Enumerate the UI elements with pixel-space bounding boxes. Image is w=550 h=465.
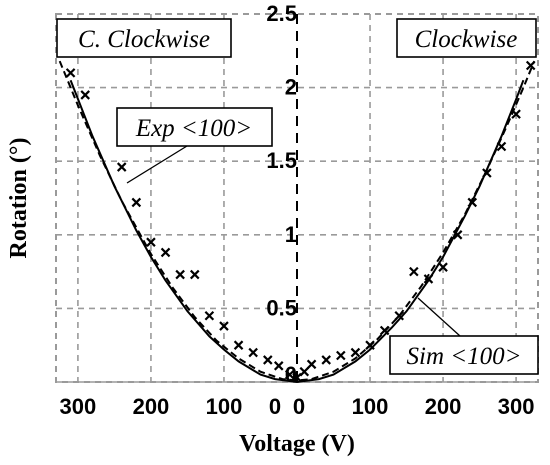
data-point-marker (306, 359, 317, 370)
y-tick-label: 2.5 (266, 1, 297, 26)
right-region-label: Clockwise (415, 26, 518, 53)
data-point-marker (284, 369, 295, 380)
data-point-marker (438, 262, 448, 272)
y-tick-label: 2 (285, 75, 297, 100)
data-point-marker (233, 340, 244, 350)
sim-pointer (417, 297, 461, 337)
left-region-label: C. Clockwise (78, 26, 210, 53)
x-tick-label: 0 (269, 394, 281, 419)
data-point-marker (146, 237, 156, 247)
y-tick-label: 0 (285, 362, 297, 387)
data-point-marker (350, 347, 361, 358)
x-tick-label: 200 (425, 394, 462, 419)
data-point-marker (365, 340, 375, 350)
y-tick-label: 1.5 (266, 148, 297, 173)
y-tick-label: 0.5 (266, 295, 297, 320)
data-point-marker (65, 68, 76, 78)
data-point-marker (175, 269, 185, 280)
data-point-marker (409, 266, 419, 277)
data-point-marker (131, 197, 142, 208)
data-point-marker (423, 274, 434, 284)
x-tick-label: 0 (293, 394, 305, 419)
data-point-marker (80, 90, 90, 100)
y-tick-label: 1 (285, 222, 297, 247)
x-tick-labels: 300 200 100 0 0 100 200 300 (60, 394, 535, 419)
series-layer (58, 60, 536, 384)
exp-pointer (126, 145, 188, 184)
data-point-marker (336, 350, 346, 361)
sim-label: Sim <100> (407, 343, 522, 370)
data-point-marker (321, 355, 331, 365)
data-point-marker (248, 347, 258, 358)
x-tick-label: 200 (133, 394, 170, 419)
exp-label: Exp <100> (135, 115, 252, 142)
y-tick-labels: 0 0.5 1 1.5 2 2.5 (266, 1, 297, 387)
x-tick-label: 300 (498, 394, 535, 419)
right-region-box (396, 18, 537, 58)
data-point-marker (394, 310, 405, 321)
data-point-marker (452, 230, 463, 240)
data-point-marker (189, 269, 200, 280)
data-point-marker (496, 141, 507, 152)
data-point-marker (511, 109, 521, 119)
data-point-marker (299, 366, 310, 377)
data-point-marker (525, 60, 536, 71)
sim-label-box (389, 335, 539, 375)
series-exp-markers (65, 60, 536, 383)
data-point-marker (379, 325, 390, 336)
x-tick-label: 100 (206, 394, 243, 419)
x-tick-label: 100 (352, 394, 389, 419)
data-point-marker (482, 168, 492, 178)
data-point-marker (204, 310, 215, 321)
data-point-marker (160, 247, 171, 258)
data-point-marker (273, 361, 284, 371)
series-exp-fit-line (58, 60, 536, 382)
exp-label-box (116, 107, 273, 147)
data-point-marker (263, 355, 273, 365)
data-point-marker (116, 162, 127, 172)
x-axis-title: Voltage (V) (239, 431, 355, 457)
data-point-marker (467, 197, 478, 208)
data-point-marker (219, 321, 229, 331)
left-region-box (56, 18, 232, 58)
y-axis-title: Rotation (°) (6, 138, 32, 259)
x-tick-label: 300 (60, 394, 97, 419)
